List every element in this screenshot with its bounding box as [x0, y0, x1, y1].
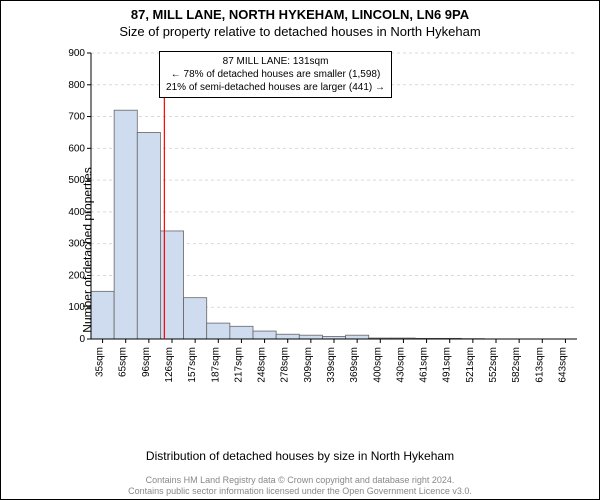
histogram-bar	[137, 132, 160, 339]
x-tick-label: 369sqm	[349, 347, 360, 383]
y-tick-label: 600	[68, 143, 85, 154]
y-tick-label: 100	[68, 302, 85, 313]
x-tick-label: 582sqm	[511, 347, 522, 383]
x-tick-label: 126sqm	[164, 347, 175, 383]
x-tick-label: 96sqm	[141, 347, 152, 377]
histogram-bar	[230, 326, 253, 339]
info-line-property: 87 MILL LANE: 131sqm	[166, 55, 385, 68]
x-tick-label: 552sqm	[488, 347, 499, 383]
footer: Contains HM Land Registry data © Crown c…	[1, 475, 599, 498]
y-tick-label: 500	[68, 175, 85, 186]
histogram-bar	[91, 291, 114, 339]
y-tick-label: 0	[79, 334, 85, 345]
subtitle: Size of property relative to detached ho…	[1, 22, 599, 39]
x-tick-label: 35sqm	[95, 347, 106, 377]
info-line-smaller: ← 78% of detached houses are smaller (1,…	[166, 68, 385, 81]
histogram-bar	[346, 335, 369, 339]
y-tick-label: 700	[68, 112, 85, 123]
x-tick-label: 157sqm	[187, 347, 198, 383]
y-tick-label: 300	[68, 239, 85, 250]
y-tick-label: 800	[68, 80, 85, 91]
x-tick-label: 613sqm	[534, 347, 545, 383]
y-tick-label: 900	[68, 48, 85, 59]
y-tick-label: 200	[68, 270, 85, 281]
x-tick-label: 430sqm	[395, 347, 406, 383]
histogram-bar	[207, 323, 230, 339]
x-tick-label: 521sqm	[465, 347, 476, 383]
histogram-bar	[276, 334, 299, 339]
histogram-chart: 0 100 200 300 400 500 600 700 800 900 35sqm 65sqm 9…	[61, 49, 581, 389]
info-box: 87 MILL LANE: 131sqm ← 78% of detached h…	[159, 51, 392, 98]
x-tick-label: 491sqm	[442, 347, 453, 383]
x-tick-label: 339sqm	[326, 347, 337, 383]
footer-line1: Contains HM Land Registry data © Crown c…	[1, 475, 599, 486]
histogram-bar	[299, 335, 322, 339]
y-tick-label: 400	[68, 207, 85, 218]
x-axis-label: Distribution of detached houses by size …	[1, 449, 599, 463]
x-tick-label: 278sqm	[280, 347, 291, 383]
footer-line2: Contains public sector information licen…	[1, 486, 599, 497]
x-tick-label: 400sqm	[372, 347, 383, 383]
x-tick-label: 217sqm	[233, 347, 244, 383]
page-title: 87, MILL LANE, NORTH HYKEHAM, LINCOLN, L…	[1, 1, 599, 22]
histogram-bar	[114, 110, 137, 339]
histogram-bar	[253, 331, 276, 339]
x-tick-label: 187sqm	[210, 347, 221, 383]
x-tick-label: 643sqm	[557, 347, 568, 383]
x-tick-label: 248sqm	[257, 347, 268, 383]
x-tick-label: 65sqm	[118, 347, 129, 377]
histogram-bar	[184, 298, 207, 339]
info-line-larger: 21% of semi-detached houses are larger (…	[166, 81, 385, 94]
x-tick-label: 461sqm	[419, 347, 430, 383]
x-tick-label: 309sqm	[303, 347, 314, 383]
